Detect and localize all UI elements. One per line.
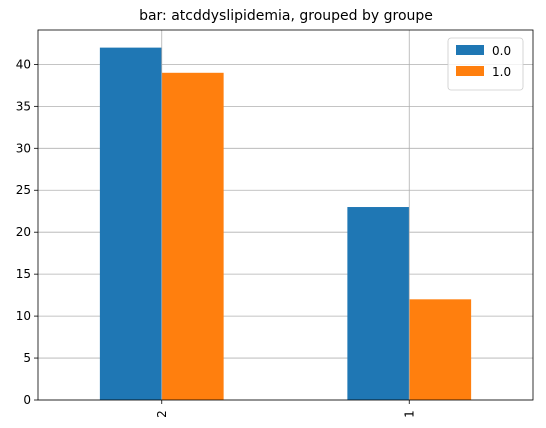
- chart-title: bar: atcddyslipidemia, grouped by groupe: [139, 8, 433, 24]
- y-tick-label: 5: [23, 351, 31, 365]
- bar-series-0-1: [347, 207, 410, 400]
- legend-swatch-1: [456, 66, 484, 76]
- y-tick-label: 20: [16, 225, 31, 239]
- y-tick-label: 40: [16, 57, 31, 71]
- y-tick-label: 25: [16, 183, 31, 197]
- bar-series-0-2: [99, 47, 162, 400]
- legend: 0.0 1.0: [447, 37, 524, 91]
- y-tick-label: 0: [23, 393, 31, 407]
- plot-area: 0 5 10 15 20 25 30 35 40 2 1: [16, 29, 534, 418]
- y-tick-label: 15: [16, 267, 31, 281]
- axes-frame: [37, 29, 534, 401]
- bar-series-1-2: [161, 72, 224, 400]
- bar-series-1-1: [409, 299, 472, 400]
- legend-swatch-0: [456, 45, 484, 55]
- legend-label-0: 0.0: [492, 44, 511, 58]
- x-tick-label: 1: [402, 410, 416, 418]
- y-tick-label: 30: [16, 141, 31, 155]
- y-tick-label: 10: [16, 309, 31, 323]
- y-tick-label: 35: [16, 99, 31, 113]
- legend-label-1: 1.0: [492, 65, 511, 79]
- x-tick-label: 2: [155, 410, 169, 418]
